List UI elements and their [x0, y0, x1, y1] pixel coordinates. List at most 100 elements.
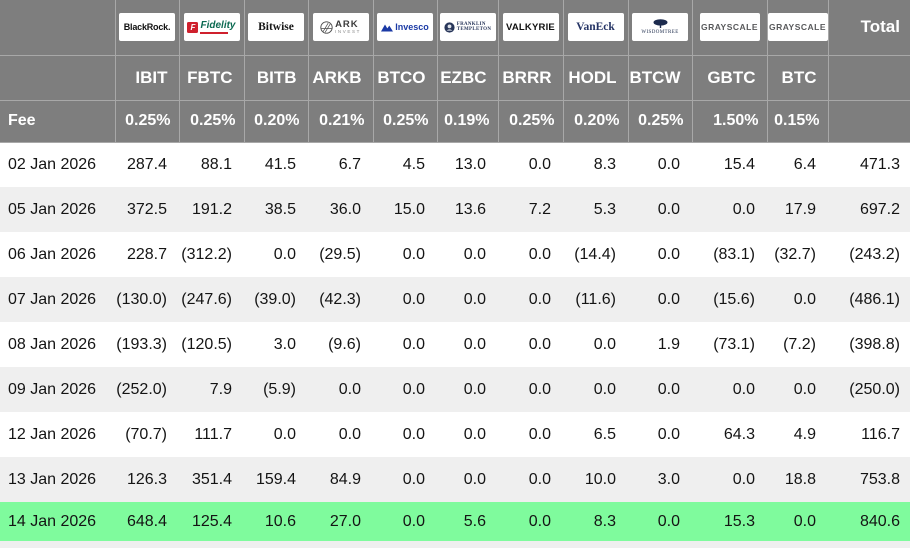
provider-cell-franklin: FRANKLIN TEMPLETON — [437, 0, 499, 56]
grayscale-mini-logo: GRAYSCALE — [767, 13, 827, 42]
row-total-cell: 753.8 — [828, 457, 910, 502]
next-row-edge — [0, 541, 910, 548]
ark-globe-icon — [320, 21, 333, 34]
value-GBTC: (83.1) — [692, 232, 767, 277]
value-EZBC: 0.0 — [437, 457, 498, 502]
grayscale-logo: GRAYSCALE — [699, 13, 760, 42]
value-EZBC: 13.6 — [437, 187, 498, 232]
fee-FBTC: 0.25% — [179, 100, 245, 143]
value-BTCO: 0.0 — [373, 367, 437, 412]
value-BTCO: 0.0 — [373, 412, 437, 457]
blackrock-wordmark: BlackRock. — [123, 22, 171, 33]
provider-cell-grayscale-btc: GRAYSCALE — [767, 0, 829, 56]
value-BTC: (7.2) — [767, 322, 828, 367]
wisdomtree-tree-icon — [653, 19, 667, 29]
table-row: 02 Jan 2026 287.4 88.1 41.5 6.7 4.5 13.0 0.0 8.3… — [0, 142, 910, 187]
fidelity-pyramid-icon: F — [187, 21, 199, 33]
provider-cell-wisdomtree: WISDOMTREE — [628, 0, 693, 56]
date-cell: 06 Jan 2026 — [0, 232, 115, 277]
value-BTC: (32.7) — [767, 232, 828, 277]
value-BTCO: 0.0 — [373, 322, 437, 367]
value-BRRR: 0.0 — [498, 322, 563, 367]
bitwise-logo: Bitwise — [248, 13, 304, 42]
fee-HODL: 0.20% — [563, 100, 629, 143]
value-FBTC: 125.4 — [179, 502, 244, 541]
logo-row: BlackRock. F Fidelity Bitwise — [0, 0, 910, 56]
row-total-cell: (398.8) — [828, 322, 910, 367]
fee-total-cell — [828, 100, 910, 143]
value-BTCO: 0.0 — [373, 502, 437, 541]
value-GBTC: (15.6) — [692, 277, 767, 322]
value-BITB: 10.6 — [244, 502, 308, 541]
value-FBTC: 88.1 — [179, 142, 244, 187]
value-ARKB: (29.5) — [308, 232, 373, 277]
value-ARKB: 0.0 — [308, 412, 373, 457]
ticker-row: IBIT FBTC BITB ARKB BTCO EZBC BRRR HODL BTCW GBTC… — [0, 55, 910, 101]
value-BTC: 4.9 — [767, 412, 828, 457]
value-BTCO: 15.0 — [373, 187, 437, 232]
row-total-cell: 116.7 — [828, 412, 910, 457]
franklin-wordmark: FRANKLIN — [456, 21, 486, 27]
value-BTC: 18.8 — [767, 457, 828, 502]
fee-ARKB: 0.21% — [308, 100, 374, 143]
value-GBTC: 15.3 — [692, 502, 767, 541]
wisdomtree-wordmark: WISDOMTREE — [641, 30, 679, 36]
value-IBIT: 287.4 — [115, 142, 179, 187]
fee-BITB: 0.20% — [244, 100, 309, 143]
value-FBTC: (312.2) — [179, 232, 244, 277]
ark-invest-wordmark: INVEST — [335, 28, 361, 34]
provider-cell-valkyrie: VALKYRIE — [498, 0, 564, 56]
ticker-corner-cell — [0, 55, 116, 101]
value-BRRR: 0.0 — [498, 502, 563, 541]
row-total-cell: (243.2) — [828, 232, 910, 277]
fidelity-underline — [200, 31, 229, 34]
ticker-BITB: BITB — [244, 55, 309, 101]
value-BTCW: 0.0 — [628, 502, 692, 541]
value-ARKB: (42.3) — [308, 277, 373, 322]
value-ARKB: 6.7 — [308, 142, 373, 187]
value-GBTC: 0.0 — [692, 187, 767, 232]
table-row: 06 Jan 2026 228.7 (312.2) 0.0 (29.5) 0.0 0.0 0.… — [0, 232, 910, 277]
ticker-BTC: BTC — [767, 55, 829, 101]
date-cell: 07 Jan 2026 — [0, 277, 115, 322]
value-EZBC: 0.0 — [437, 412, 498, 457]
date-cell: 08 Jan 2026 — [0, 322, 115, 367]
ticker-GBTC: GBTC — [692, 55, 768, 101]
value-BRRR: 0.0 — [498, 277, 563, 322]
value-GBTC: (73.1) — [692, 322, 767, 367]
fee-IBIT: 0.25% — [115, 100, 180, 143]
value-BTCW: 0.0 — [628, 367, 692, 412]
table-row: 13 Jan 2026 126.3 351.4 159.4 84.9 0.0 0.0 0.0 1… — [0, 457, 910, 502]
value-HODL: 6.5 — [563, 412, 628, 457]
value-BTC: 6.4 — [767, 142, 828, 187]
value-BITB: (39.0) — [244, 277, 308, 322]
date-cell: 12 Jan 2026 — [0, 412, 115, 457]
date-cell: 09 Jan 2026 — [0, 367, 115, 412]
value-BITB: 0.0 — [244, 412, 308, 457]
invesco-mountain-icon — [381, 24, 394, 32]
table-row: 05 Jan 2026 372.5 191.2 38.5 36.0 15.0 13.6 7.2… — [0, 187, 910, 232]
value-BTCO: 0.0 — [373, 232, 437, 277]
value-BTC: 0.0 — [767, 502, 828, 541]
grayscale-wordmark: GRAYSCALE — [700, 22, 759, 33]
vaneck-wordmark: VanEck — [576, 21, 615, 34]
value-BTC: 0.0 — [767, 367, 828, 412]
ticker-IBIT: IBIT — [115, 55, 180, 101]
value-HODL: 0.0 — [563, 367, 628, 412]
grayscale-mini-wordmark: GRAYSCALE — [768, 22, 827, 33]
provider-cell-blackrock: BlackRock. — [115, 0, 180, 56]
value-EZBC: 0.0 — [437, 277, 498, 322]
value-FBTC: (120.5) — [179, 322, 244, 367]
value-GBTC: 64.3 — [692, 412, 767, 457]
total-header-cell: Total — [828, 0, 910, 56]
value-HODL: 5.3 — [563, 187, 628, 232]
value-BRRR: 0.0 — [498, 412, 563, 457]
value-ARKB: 36.0 — [308, 187, 373, 232]
table-row: 14 Jan 2026 648.4 125.4 10.6 27.0 0.0 5.6 0.0 8.… — [0, 502, 910, 541]
value-BITB: 159.4 — [244, 457, 308, 502]
fee-BTCO: 0.25% — [373, 100, 438, 143]
value-BTCO: 0.0 — [373, 277, 437, 322]
value-BITB: 38.5 — [244, 187, 308, 232]
value-EZBC: 5.6 — [437, 502, 498, 541]
row-total-cell: (486.1) — [828, 277, 910, 322]
